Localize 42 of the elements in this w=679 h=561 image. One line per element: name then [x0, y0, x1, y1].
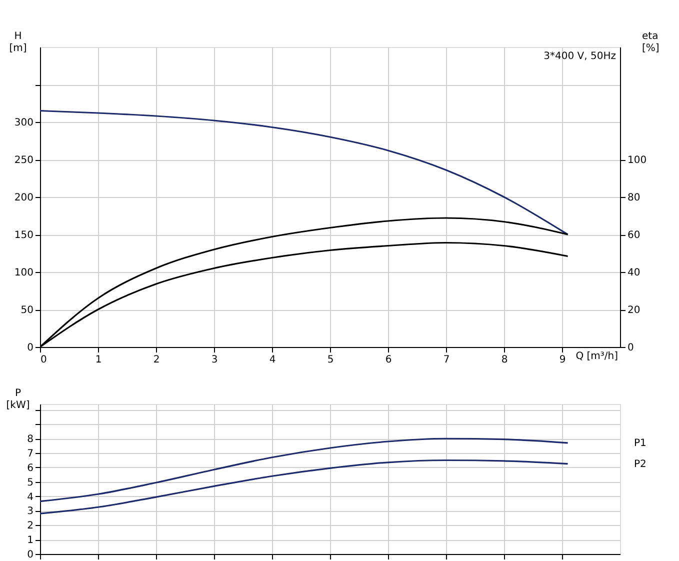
y2-tick-label: 100 [628, 155, 647, 166]
x-axis-title: Q [m³/h] [576, 351, 618, 362]
text: P1 [634, 438, 646, 449]
y-tick-label: 100 [14, 268, 34, 278]
x-tick-label: 1 [95, 354, 102, 366]
y2-tick-label: 20 [628, 305, 640, 316]
y-tick-label: 50 [20, 305, 34, 316]
y-tick-label: 200 [14, 192, 34, 204]
x-tick-label: 4 [269, 354, 276, 366]
y-tick-label: 4 [27, 492, 34, 503]
y-tick-label: 250 [14, 155, 34, 166]
x-tick-label: 2 [153, 354, 160, 366]
x-tick-label: 8 [501, 354, 508, 366]
y-tick-label: 0 [27, 342, 34, 354]
y-tick-label: 0 [27, 550, 34, 560]
y-tick-label: 2 [27, 520, 34, 532]
y-tick-label: 3 [27, 506, 34, 518]
x-tick-label: 9 [559, 354, 566, 366]
y2-tick-label: 80 [628, 192, 640, 204]
annotation: 3*400 V, 50Hz [544, 51, 616, 62]
y-tick-label: 150 [14, 230, 34, 241]
y-tick-label: 1 [27, 535, 34, 546]
x-tick-label: 5 [327, 354, 334, 366]
line-series [40, 459, 569, 514]
x-tick-label: 3 [211, 354, 218, 366]
y-tick-label: 7 [27, 448, 34, 460]
x-tick-label: 6 [385, 354, 392, 366]
y-tick-label: 6 [27, 462, 34, 474]
y-axis-title: H [m] [9, 31, 27, 54]
y-tick-label: 8 [27, 434, 34, 446]
y2-tick-label: 0 [628, 342, 634, 354]
x-tick-label: 0 [40, 354, 47, 366]
y2-tick-label: 40 [628, 268, 640, 278]
y2-tick-label: 60 [628, 230, 640, 241]
text: P2 [634, 458, 646, 470]
y2-axis-title: eta [%] [642, 31, 660, 54]
x-tick-label: 7 [443, 354, 450, 366]
y-axis-title: P [kW] [6, 388, 30, 411]
line-series [40, 438, 569, 502]
y-tick-label: 300 [14, 118, 34, 128]
y-tick-label: 5 [27, 477, 34, 488]
line-series [40, 110, 569, 236]
